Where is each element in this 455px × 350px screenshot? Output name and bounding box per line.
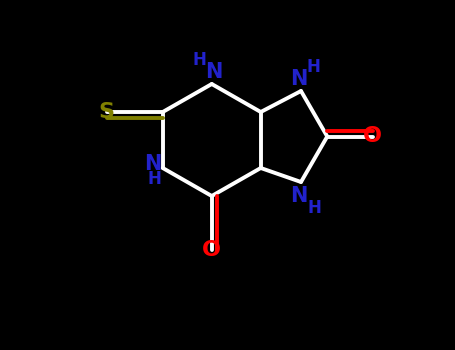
Text: H: H (306, 58, 320, 76)
Text: N: N (291, 69, 308, 89)
Text: N: N (144, 154, 161, 174)
Text: N: N (291, 186, 308, 205)
Text: N: N (205, 62, 222, 82)
Text: O: O (363, 126, 382, 147)
Text: H: H (192, 51, 207, 69)
Text: O: O (202, 240, 221, 260)
Text: S: S (99, 102, 115, 122)
Text: H: H (308, 199, 321, 217)
Text: H: H (147, 170, 161, 188)
